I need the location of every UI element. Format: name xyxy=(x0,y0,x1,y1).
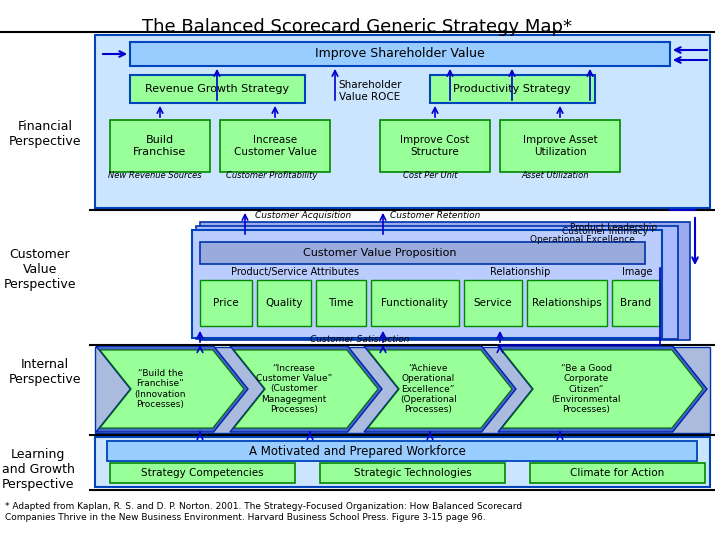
Text: Cost Per Unit: Cost Per Unit xyxy=(403,172,458,180)
Bar xyxy=(380,120,490,172)
Text: Customer Value Proposition: Customer Value Proposition xyxy=(303,248,457,258)
Text: Improve Cost
Structure: Improve Cost Structure xyxy=(400,135,470,157)
Text: Operational Excellence: Operational Excellence xyxy=(530,234,635,243)
Bar xyxy=(257,280,311,326)
Bar xyxy=(110,120,210,172)
Text: Functionality: Functionality xyxy=(382,298,448,308)
Text: Relationships: Relationships xyxy=(532,298,602,308)
Bar xyxy=(527,280,607,326)
Text: Build
Franchise: Build Franchise xyxy=(134,135,187,157)
Text: New Revenue Sources: New Revenue Sources xyxy=(108,172,202,180)
Text: “Achieve
Operational
Excellence”
(Operational
Processes): “Achieve Operational Excellence” (Operat… xyxy=(400,364,457,414)
Bar xyxy=(316,280,366,326)
Text: Brand: Brand xyxy=(621,298,651,308)
Bar xyxy=(200,280,252,326)
Bar xyxy=(371,280,459,326)
Text: * Adapted from Kaplan, R. S. and D. P. Norton. 2001. The Strategy-Focused Organi: * Adapted from Kaplan, R. S. and D. P. N… xyxy=(5,502,522,511)
Bar xyxy=(110,463,295,483)
Text: Image: Image xyxy=(622,267,652,277)
Text: Increase
Customer Value: Increase Customer Value xyxy=(234,135,317,157)
Text: Customer Intimacy: Customer Intimacy xyxy=(562,227,648,236)
Bar xyxy=(95,437,710,487)
Text: “Increase
Customer Value”
(Customer
Managegment
Processes): “Increase Customer Value” (Customer Mana… xyxy=(256,364,332,414)
Bar xyxy=(220,120,330,172)
Text: Productivity Strategy: Productivity Strategy xyxy=(453,84,571,94)
Text: Internal
Perspective: Internal Perspective xyxy=(9,358,82,386)
Bar xyxy=(95,347,710,433)
Bar xyxy=(200,222,690,340)
Text: The Balanced Scorecard Generic Strategy Map*: The Balanced Scorecard Generic Strategy … xyxy=(142,18,573,36)
Text: “Be a Good
Corporate
Citizen”
(Environmental
Processes): “Be a Good Corporate Citizen” (Environme… xyxy=(551,364,621,414)
Bar xyxy=(130,75,305,103)
Bar xyxy=(320,463,505,483)
Text: Customer Acquisition: Customer Acquisition xyxy=(255,211,351,219)
Text: Shareholder
Value ROCE: Shareholder Value ROCE xyxy=(338,80,402,102)
Text: Customer Satisfaction: Customer Satisfaction xyxy=(310,335,410,344)
Bar xyxy=(500,120,620,172)
Bar xyxy=(95,35,710,208)
Polygon shape xyxy=(96,346,248,432)
Polygon shape xyxy=(234,350,378,428)
Text: Customer
Value
Perspective: Customer Value Perspective xyxy=(4,248,77,291)
Text: A Motivated and Prepared Workforce: A Motivated and Prepared Workforce xyxy=(249,444,466,457)
Text: Learning
and Growth
Perspective: Learning and Growth Perspective xyxy=(1,448,74,491)
Polygon shape xyxy=(498,346,707,432)
Text: Price: Price xyxy=(213,298,239,308)
Text: Relationship: Relationship xyxy=(490,267,550,277)
Bar xyxy=(464,280,522,326)
Text: Improve Shareholder Value: Improve Shareholder Value xyxy=(315,47,485,61)
Bar xyxy=(530,463,705,483)
Bar xyxy=(192,230,662,338)
Text: Time: Time xyxy=(328,298,354,308)
Bar xyxy=(196,226,678,339)
Polygon shape xyxy=(100,350,244,428)
Polygon shape xyxy=(502,350,703,428)
Text: Financial
Perspective: Financial Perspective xyxy=(9,120,82,148)
Bar xyxy=(130,42,670,66)
Text: Strategic Technologies: Strategic Technologies xyxy=(354,468,471,478)
Bar xyxy=(430,75,595,103)
Text: Product Leadership: Product Leadership xyxy=(570,222,657,232)
Polygon shape xyxy=(230,346,382,432)
Text: Revenue Growth Strategy: Revenue Growth Strategy xyxy=(145,84,289,94)
Bar xyxy=(107,441,697,461)
Text: Customer Profitability: Customer Profitability xyxy=(227,172,317,180)
Text: “Build the
Franchise”
(Innovation
Processes): “Build the Franchise” (Innovation Proces… xyxy=(134,369,186,409)
Polygon shape xyxy=(368,350,512,428)
Text: Strategy Competencies: Strategy Competencies xyxy=(141,468,264,478)
Text: Companies Thrive in the New Business Environment. Harvard Business School Press.: Companies Thrive in the New Business Env… xyxy=(5,513,485,522)
Text: Climate for Action: Climate for Action xyxy=(571,468,665,478)
Bar xyxy=(612,280,660,326)
Text: Service: Service xyxy=(473,298,513,308)
Polygon shape xyxy=(364,346,516,432)
Text: Customer Retention: Customer Retention xyxy=(390,211,480,219)
Text: Quality: Quality xyxy=(265,298,302,308)
Bar xyxy=(200,242,645,264)
Text: Improve Asset
Utilization: Improve Asset Utilization xyxy=(523,135,597,157)
Text: Asset Utilization: Asset Utilization xyxy=(521,172,588,180)
Text: Product/Service Attributes: Product/Service Attributes xyxy=(231,267,359,277)
